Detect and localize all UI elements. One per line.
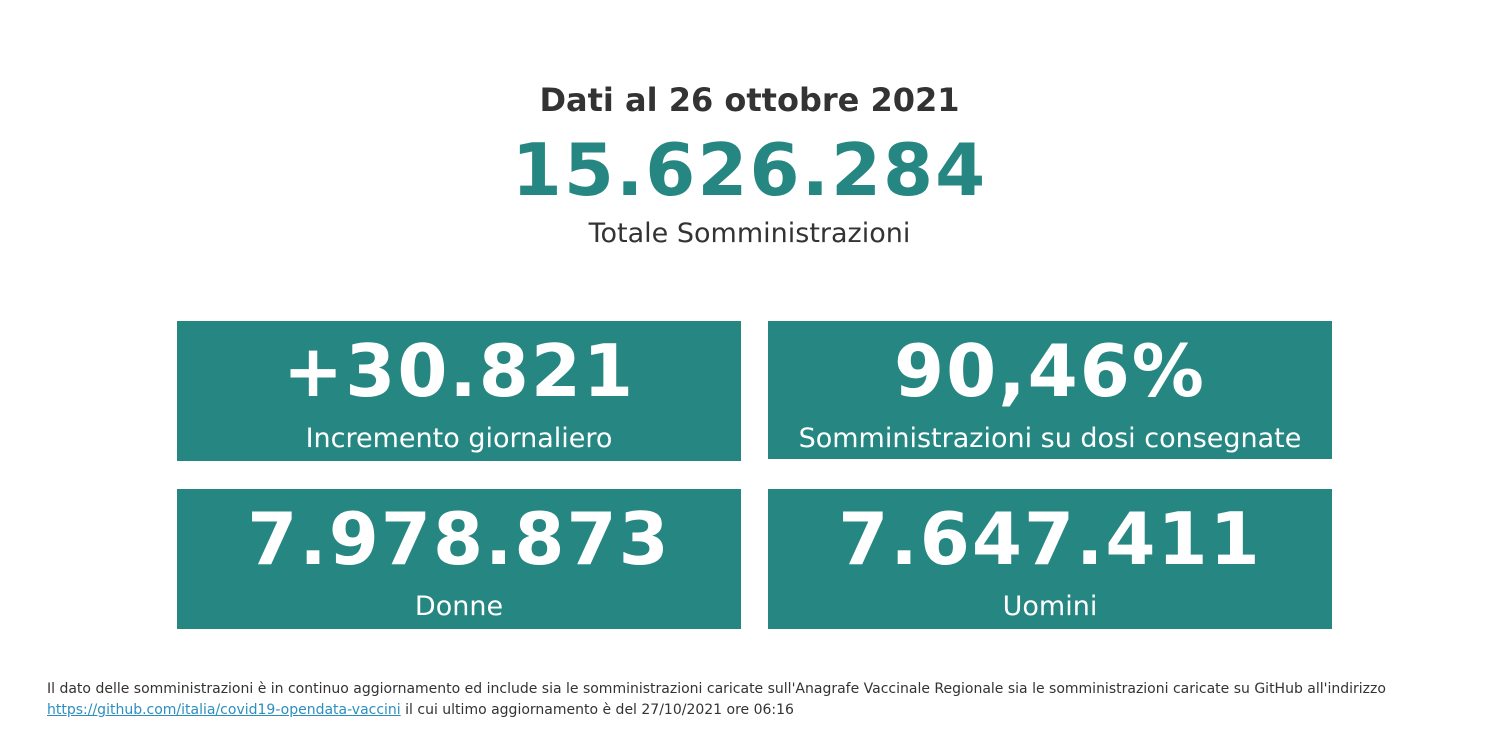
footer-text-before: Il dato delle somministrazioni è in cont…: [47, 681, 1386, 697]
women-label: Donne: [414, 591, 504, 622]
men-card: 7.647.411 Uomini: [768, 489, 1332, 629]
daily-increase-card: +30.821 Incremento giornaliero: [177, 321, 741, 461]
women-value: 7.978.873: [247, 497, 671, 581]
total-administrations-label: Totale Somministrazioni: [588, 218, 911, 249]
women-card: 7.978.873 Donne: [177, 489, 741, 629]
administered-vs-delivered-label: Somministrazioni su dosi consegnate: [798, 423, 1302, 454]
daily-increase-label: Incremento giornaliero: [305, 423, 613, 454]
total-administrations-value: 15.626.284: [511, 128, 988, 212]
men-label: Uomini: [1002, 591, 1098, 622]
date-title: Dati al 26 ottobre 2021: [539, 81, 960, 119]
footer-note: Il dato delle somministrazioni è in cont…: [47, 679, 1487, 721]
footer-text-after: il cui ultimo aggiornamento è del 27/10/…: [405, 702, 794, 718]
daily-increase-value: +30.821: [282, 329, 636, 413]
administered-vs-delivered-value: 90,46%: [894, 329, 1206, 413]
github-link[interactable]: https://github.com/italia/covid19-openda…: [47, 702, 401, 718]
administered-vs-delivered-card: 90,46% Somministrazioni su dosi consegna…: [768, 321, 1332, 459]
men-value: 7.647.411: [838, 497, 1262, 581]
